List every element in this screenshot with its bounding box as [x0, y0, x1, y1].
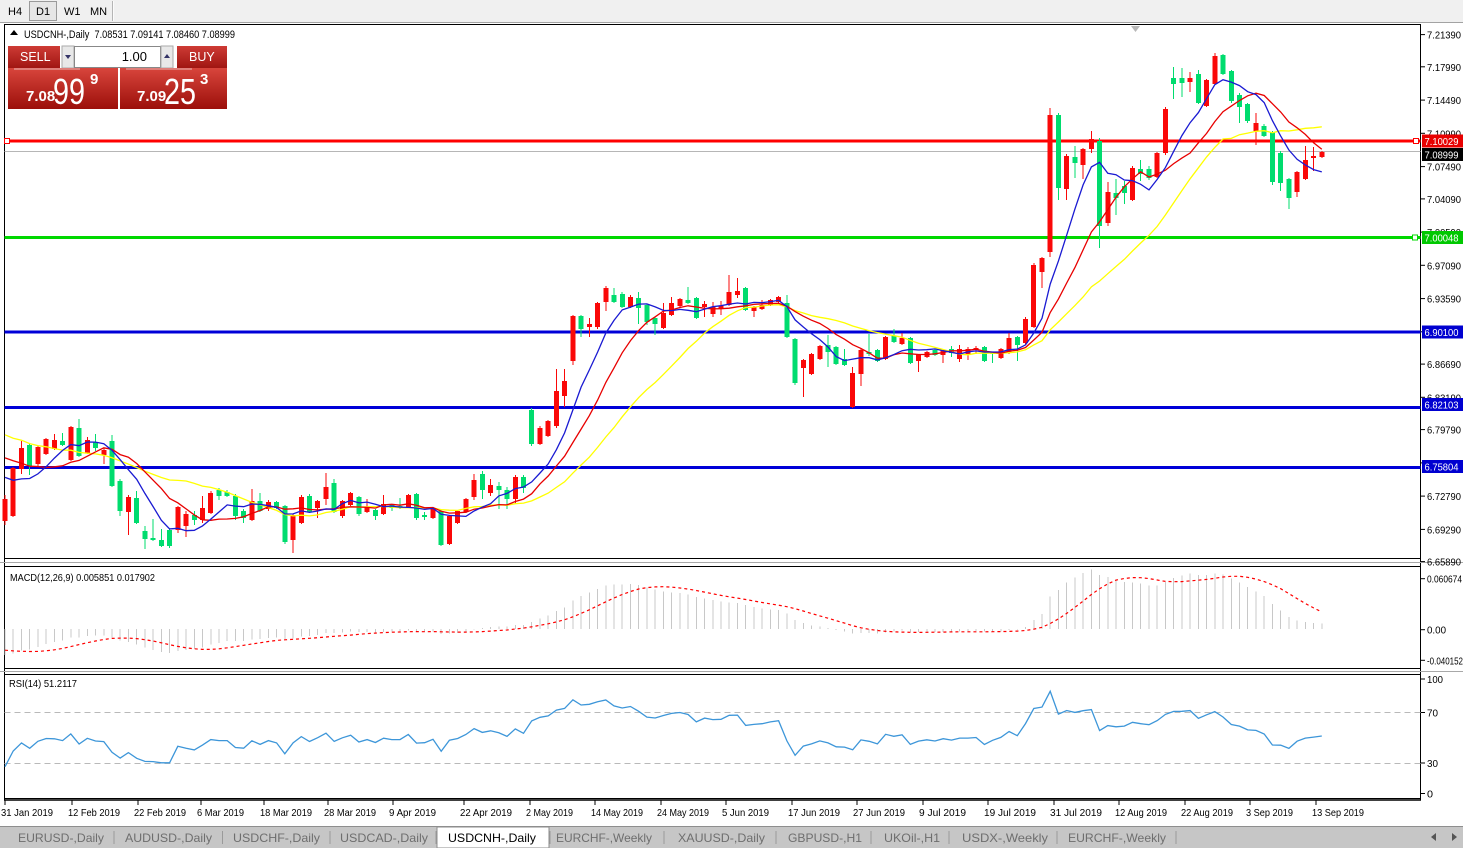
svg-text:XAUUSD-,Daily: XAUUSD-,Daily	[678, 831, 765, 845]
svg-text:GBPUSD-,H1: GBPUSD-,H1	[788, 831, 862, 845]
svg-text:70: 70	[1427, 708, 1438, 720]
svg-text:22 Aug 2019: 22 Aug 2019	[1181, 807, 1233, 819]
svg-text:EURCHF-,Weekly: EURCHF-,Weekly	[1068, 831, 1166, 845]
svg-text:AUDUSD-,Daily: AUDUSD-,Daily	[125, 831, 212, 845]
svg-text:6.75804: 6.75804	[1425, 462, 1459, 474]
svg-text:100: 100	[1427, 674, 1443, 686]
svg-text:14 May 2019: 14 May 2019	[591, 807, 643, 819]
svg-text:19 Jul 2019: 19 Jul 2019	[984, 807, 1036, 819]
svg-text:7.08999: 7.08999	[1425, 150, 1459, 162]
svg-text:USDCAD-,Daily: USDCAD-,Daily	[340, 831, 428, 845]
svg-text:1.00: 1.00	[122, 49, 147, 64]
svg-text:3: 3	[200, 71, 208, 88]
svg-text:MACD(12,26,9) 0.005851 0.01790: MACD(12,26,9) 0.005851 0.017902	[10, 572, 155, 584]
svg-text:27 Jun 2019: 27 Jun 2019	[853, 807, 905, 819]
svg-text:5 Jun 2019: 5 Jun 2019	[722, 807, 769, 819]
svg-text:7.00048: 7.00048	[1425, 233, 1459, 245]
svg-text:H4: H4	[8, 6, 22, 18]
svg-text:31 Jul 2019: 31 Jul 2019	[1050, 807, 1102, 819]
svg-text:6.72790: 6.72790	[1427, 491, 1461, 503]
svg-text:6.65890: 6.65890	[1427, 557, 1461, 569]
svg-text:25: 25	[164, 71, 196, 112]
svg-text:12 Aug 2019: 12 Aug 2019	[1115, 807, 1167, 819]
svg-text:USDCNH-,Daily: USDCNH-,Daily	[448, 831, 536, 845]
svg-text:7.04090: 7.04090	[1427, 194, 1461, 206]
svg-text:7.09: 7.09	[137, 88, 166, 105]
svg-text:9: 9	[90, 71, 98, 88]
svg-text:7.08: 7.08	[26, 88, 55, 105]
svg-text:6.93590: 6.93590	[1427, 294, 1461, 306]
svg-text:MN: MN	[90, 6, 107, 18]
svg-text:W1: W1	[64, 6, 81, 18]
svg-text:7.10029: 7.10029	[1425, 136, 1459, 148]
svg-text:28 Mar 2019: 28 Mar 2019	[324, 807, 376, 819]
svg-text:99: 99	[53, 71, 85, 112]
svg-text:EURUSD-,Daily: EURUSD-,Daily	[18, 831, 104, 845]
svg-text:6.90100: 6.90100	[1425, 327, 1459, 339]
svg-text:0.00: 0.00	[1427, 625, 1446, 637]
svg-text:30: 30	[1427, 758, 1438, 770]
svg-text:RSI(14) 51.2117: RSI(14) 51.2117	[9, 678, 77, 690]
svg-text:31 Jan 2019: 31 Jan 2019	[1, 807, 53, 819]
svg-text:UKOil-,H1: UKOil-,H1	[884, 831, 940, 845]
svg-text:13 Sep 2019: 13 Sep 2019	[1312, 807, 1364, 819]
svg-text:0.060674: 0.060674	[1427, 574, 1462, 586]
svg-text:-0.040152: -0.040152	[1427, 655, 1463, 667]
svg-text:USDCNH-,Daily 7.08531 7.09141: USDCNH-,Daily 7.08531 7.09141 7.08460 7.…	[24, 29, 235, 41]
svg-text:7.07490: 7.07490	[1427, 162, 1461, 174]
svg-text:24 May 2019: 24 May 2019	[657, 807, 709, 819]
svg-text:D1: D1	[36, 6, 50, 18]
svg-text:9 Jul 2019: 9 Jul 2019	[919, 807, 966, 819]
svg-text:9 Apr 2019: 9 Apr 2019	[389, 807, 436, 819]
svg-text:3 Sep 2019: 3 Sep 2019	[1246, 807, 1293, 819]
svg-text:6 Mar 2019: 6 Mar 2019	[197, 807, 244, 819]
svg-text:22 Apr 2019: 22 Apr 2019	[460, 807, 512, 819]
svg-text:USDCHF-,Daily: USDCHF-,Daily	[233, 831, 320, 845]
svg-text:2 May 2019: 2 May 2019	[526, 807, 573, 819]
svg-text:EURCHF-,Weekly: EURCHF-,Weekly	[556, 831, 652, 845]
svg-text:6.97090: 6.97090	[1427, 260, 1461, 272]
svg-text:17 Jun 2019: 17 Jun 2019	[788, 807, 840, 819]
svg-text:SELL: SELL	[20, 50, 51, 64]
svg-text:6.86690: 6.86690	[1427, 359, 1461, 371]
svg-text:0: 0	[1427, 789, 1433, 801]
svg-text:7.14490: 7.14490	[1427, 95, 1461, 107]
svg-text:6.82103: 6.82103	[1425, 400, 1459, 412]
svg-text:7.21390: 7.21390	[1427, 30, 1461, 42]
svg-text:6.79790: 6.79790	[1427, 425, 1461, 437]
svg-text:BUY: BUY	[189, 50, 215, 64]
svg-text:22 Feb 2019: 22 Feb 2019	[134, 807, 186, 819]
svg-text:6.69290: 6.69290	[1427, 524, 1461, 536]
svg-text:USDX-,Weekly: USDX-,Weekly	[962, 831, 1048, 845]
svg-text:7.17990: 7.17990	[1427, 62, 1461, 74]
svg-text:18 Mar 2019: 18 Mar 2019	[260, 807, 312, 819]
svg-text:12 Feb 2019: 12 Feb 2019	[68, 807, 120, 819]
